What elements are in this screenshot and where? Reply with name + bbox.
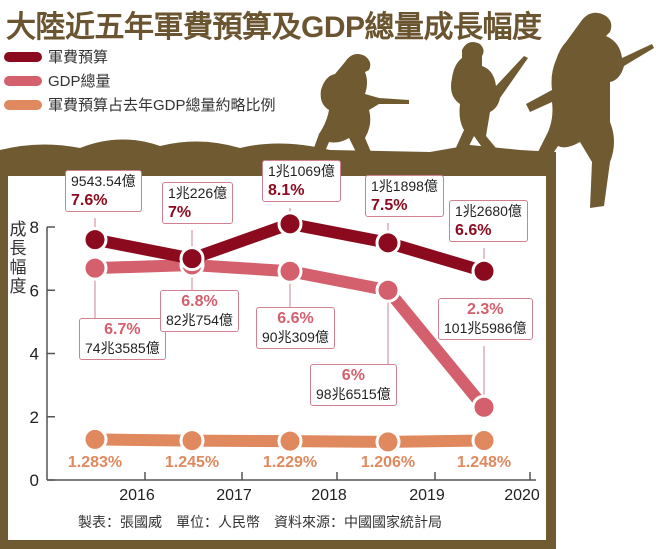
data-point (277, 428, 303, 454)
data-point (277, 258, 303, 284)
x-tick-label: 2016 (119, 487, 155, 504)
data-label-percent: 6.6% (455, 222, 492, 239)
gdp-data-label: 6.7% 74兆3585億 (79, 318, 166, 360)
data-point (82, 227, 108, 253)
data-label-amount: 90兆309億 (262, 329, 329, 345)
y-tick-label: 8 (30, 218, 39, 237)
data-point (277, 211, 303, 237)
data-label-amount: 101兆5986億 (444, 320, 527, 336)
gdp-data-label: 6.8% 82兆754億 (160, 290, 239, 332)
data-label-percent: 6% (341, 367, 365, 384)
data-label-amount: 9543.54億 (71, 173, 136, 189)
legend-item-gdp: GDP總量 (4, 70, 111, 91)
legend-swatch (4, 75, 42, 86)
data-point (375, 277, 401, 303)
ratio-data-label: 1.248% (456, 454, 512, 471)
gdp-data-label: 6% 98兆6515億 (310, 364, 397, 406)
x-tick-label: 2018 (311, 487, 347, 504)
legend-label: 軍費預算 (48, 49, 109, 66)
data-label-amount: 98兆6515億 (316, 386, 391, 402)
y-axis-label: 幅 (10, 258, 27, 277)
x-tick-label: 2017 (216, 487, 252, 504)
data-label-amount: 1兆1898億 (371, 178, 438, 194)
x-tick-label: 2020 (504, 487, 540, 504)
x-tick-label: 2019 (409, 487, 445, 504)
legend-label: GDP總量 (48, 73, 111, 90)
data-label-percent: 2.3% (467, 301, 504, 318)
data-label-percent: 7% (168, 204, 192, 221)
y-axis-label: 度 (10, 277, 27, 296)
legend-label: 軍費預算占去年GDP總量約略比例 (48, 97, 276, 114)
legend-item-ratio: 軍費預算占去年GDP總量約略比例 (4, 94, 276, 115)
data-label-amount: 1兆2680億 (455, 203, 522, 219)
data-label-percent: 7.6% (71, 192, 108, 209)
ratio-data-label: 1.206% (360, 454, 416, 471)
data-point (375, 230, 401, 256)
ratio-data-label: 1.245% (164, 454, 220, 471)
data-point (179, 428, 205, 454)
data-point (179, 246, 205, 272)
data-label-amount: 82兆754億 (166, 312, 233, 328)
data-point (471, 428, 497, 454)
y-axis-label: 長 (10, 239, 27, 258)
legend-swatch (4, 51, 42, 62)
data-point (471, 394, 497, 420)
military-data-label: 1兆226億 7% (162, 182, 234, 224)
military-data-label: 1兆1898億 7.5% (365, 175, 444, 217)
y-axis-label: 成 (10, 220, 27, 239)
data-point (375, 429, 401, 455)
legend-swatch (4, 99, 42, 110)
data-label-percent: 6.8% (181, 293, 218, 310)
chart-title: 大陸近五年軍費預算及GDP總量成長幅度 (6, 11, 542, 44)
ratio-data-label: 1.283% (67, 454, 123, 471)
military-data-label: 1兆2680億 6.6% (449, 200, 528, 242)
data-label-percent: 8.1% (268, 182, 305, 199)
y-tick-label: 2 (30, 408, 39, 427)
gdp-data-label: 6.6% 90兆309億 (256, 307, 335, 349)
military-data-label: 9543.54億 7.6% (65, 170, 142, 212)
ratio-data-label: 1.229% (262, 454, 318, 471)
data-label-percent: 6.6% (277, 310, 314, 327)
data-label-percent: 7.5% (371, 197, 408, 214)
data-label-percent: 6.7% (104, 321, 141, 338)
data-point (82, 255, 108, 281)
data-point (82, 426, 108, 452)
data-label-amount: 74兆3585億 (85, 340, 160, 356)
gdp-data-label: 2.3% 101兆5986億 (438, 298, 533, 340)
data-point (471, 258, 497, 284)
data-label-amount: 1兆1069億 (268, 163, 335, 179)
y-tick-label: 6 (30, 281, 39, 300)
legend-item-military: 軍費預算 (4, 46, 108, 67)
footer-credits: 製表：張國威 單位：人民幣 資料來源：中國國家統計局 (78, 514, 442, 530)
data-label-amount: 1兆226億 (168, 185, 228, 201)
y-tick-label: 4 (30, 345, 39, 364)
y-tick-label: 0 (30, 471, 39, 490)
military-data-label: 1兆1069億 8.1% (262, 160, 341, 202)
